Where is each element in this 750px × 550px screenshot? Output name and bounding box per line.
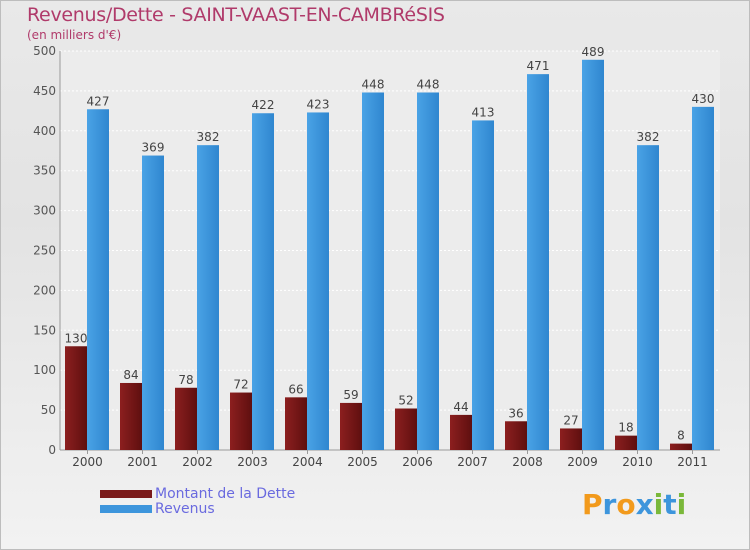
bar-dette-2011 <box>670 443 692 450</box>
bar-dette-2008 <box>505 421 527 450</box>
y-tick-label: 350 <box>33 164 56 178</box>
y-tick-label: 500 <box>33 44 56 58</box>
bar-revenus-2011 <box>692 106 714 451</box>
bar-dette-2006 <box>395 408 417 450</box>
bar-dette-2009 <box>560 428 582 450</box>
logo-letter: i <box>653 488 664 521</box>
x-tick-label-2007: 2007 <box>457 455 488 469</box>
data-label-dette-2011: 8 <box>677 429 685 443</box>
data-label-dette-2004: 66 <box>288 382 303 396</box>
data-label-dette-2002: 78 <box>178 373 193 387</box>
y-tick-label: 100 <box>33 363 56 377</box>
bar-revenus-2004 <box>307 112 329 451</box>
logo-letter: i <box>676 488 687 521</box>
data-label-revenus-2000: 427 <box>87 94 110 108</box>
bar-revenus-2008 <box>527 74 549 450</box>
x-tick-label-2010: 2010 <box>622 455 653 469</box>
bar-revenus-2006 <box>417 92 439 450</box>
legend-item-dette: Montant de la Dette <box>100 486 295 502</box>
x-tick-label-2004: 2004 <box>292 455 323 469</box>
bar-revenus-2000 <box>87 109 109 450</box>
legend-swatch-revenus <box>100 505 152 513</box>
x-tick-label-2006: 2006 <box>402 455 433 469</box>
y-tick-label: 0 <box>48 443 56 457</box>
y-tick-label: 300 <box>33 204 56 218</box>
bar-revenus-2009 <box>582 59 604 450</box>
bar-revenus-2002 <box>197 145 219 450</box>
data-label-revenus-2010: 382 <box>637 130 660 144</box>
data-label-revenus-2007: 413 <box>472 105 495 119</box>
bar-dette-2005 <box>340 402 362 450</box>
bar-revenus-2005 <box>362 92 384 450</box>
data-label-revenus-2009: 489 <box>582 45 605 59</box>
x-tick-label-2009: 2009 <box>567 455 598 469</box>
data-label-revenus-2004: 423 <box>307 97 330 111</box>
data-label-revenus-2008: 471 <box>527 59 550 73</box>
y-tick-label: 150 <box>33 323 56 337</box>
bar-dette-2010 <box>615 435 637 450</box>
data-label-dette-2000: 130 <box>65 331 88 345</box>
data-label-dette-2008: 36 <box>508 406 523 420</box>
data-label-dette-2001: 84 <box>123 368 138 382</box>
logo-letter: t <box>663 488 677 521</box>
logo-letter: P <box>582 488 603 521</box>
y-tick-label: 450 <box>33 84 56 98</box>
data-label-revenus-2003: 422 <box>252 98 275 112</box>
x-tick-label-2001: 2001 <box>127 455 158 469</box>
data-label-revenus-2005: 448 <box>362 77 385 91</box>
data-label-dette-2010: 18 <box>618 421 633 435</box>
chart-title: Revenus/Dette - SAINT-VAAST-EN-CAMBRéSIS <box>27 4 445 26</box>
bar-dette-2003 <box>230 392 252 450</box>
data-label-dette-2005: 59 <box>343 388 358 402</box>
bar-revenus-2003 <box>252 113 274 450</box>
x-tick-label-2011: 2011 <box>677 455 708 469</box>
x-tick-label-2002: 2002 <box>182 455 213 469</box>
y-tick-label: 400 <box>33 124 56 138</box>
data-label-dette-2009: 27 <box>563 413 578 427</box>
legend-item-revenus: Revenus <box>100 501 215 517</box>
data-label-revenus-2002: 382 <box>197 130 220 144</box>
x-tick-label-2000: 2000 <box>72 455 103 469</box>
data-label-revenus-2001: 369 <box>142 141 165 155</box>
bar-dette-2004 <box>285 397 307 450</box>
logo-letter: x <box>635 488 654 521</box>
bar-dette-2002 <box>175 387 197 450</box>
data-label-revenus-2006: 448 <box>417 77 440 91</box>
bar-dette-2007 <box>450 414 472 450</box>
data-label-dette-2006: 52 <box>398 394 413 408</box>
y-tick-label: 50 <box>41 403 56 417</box>
bar-revenus-2007 <box>472 120 494 451</box>
data-label-dette-2007: 44 <box>453 400 468 414</box>
bar-revenus-2010 <box>637 145 659 450</box>
y-tick-label: 250 <box>33 244 56 258</box>
x-tick-label-2005: 2005 <box>347 455 378 469</box>
bar-revenus-2001 <box>142 155 164 450</box>
bar-dette-2001 <box>120 382 142 450</box>
legend-label-dette: Montant de la Dette <box>155 486 296 502</box>
data-label-revenus-2011: 430 <box>692 92 715 106</box>
legend-label-revenus: Revenus <box>155 501 215 517</box>
bar-dette-2000 <box>65 346 87 450</box>
x-tick-label-2003: 2003 <box>237 455 268 469</box>
proxiti-logo: Proxiti <box>582 488 686 521</box>
logo-letter: r <box>602 488 617 521</box>
chart-subtitle: (en milliers d'€) <box>27 28 122 42</box>
data-label-dette-2003: 72 <box>233 378 248 392</box>
x-tick-label-2008: 2008 <box>512 455 543 469</box>
y-tick-label: 200 <box>33 283 56 297</box>
logo-letter: o <box>616 488 636 521</box>
legend-swatch-dette <box>100 490 152 498</box>
